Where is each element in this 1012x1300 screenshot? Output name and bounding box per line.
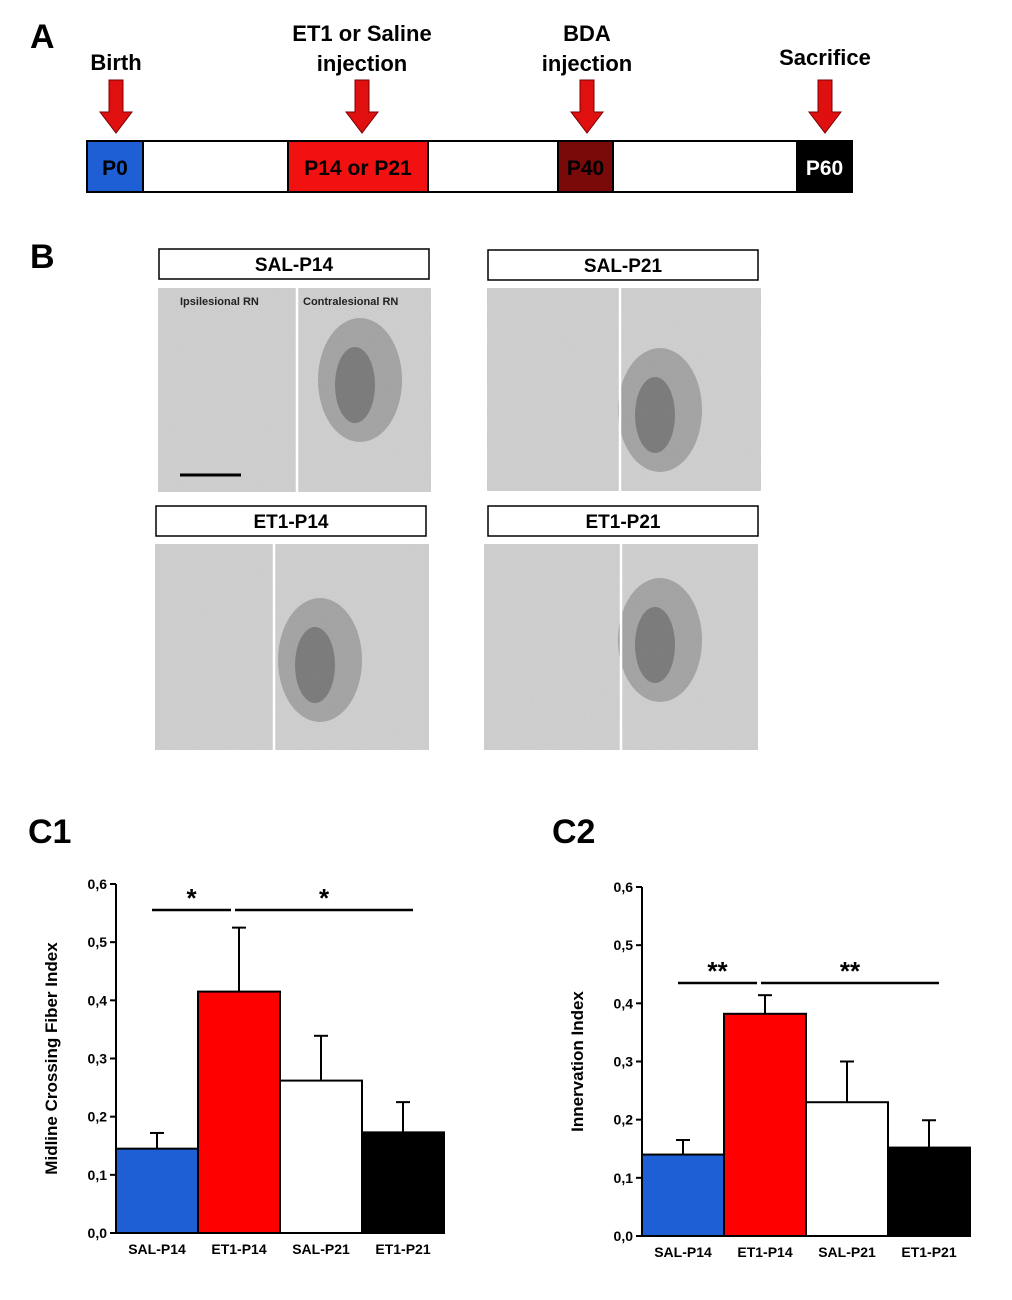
significance-marker: * bbox=[319, 883, 330, 913]
y-tick-label: 0,6 bbox=[614, 879, 634, 895]
timeline-arrow-bda bbox=[569, 79, 605, 134]
bar-SAL-P21 bbox=[279, 1079, 363, 1235]
micrograph-fiber-cluster-sal-p14 bbox=[318, 318, 402, 442]
micrograph-title-et1-p14: ET1-P14 bbox=[254, 512, 329, 533]
timeline-segment-p0 bbox=[86, 140, 144, 193]
micrograph-fiber-core-sal-p21 bbox=[635, 377, 675, 453]
micrograph-title-sal-p14: SAL-P14 bbox=[255, 255, 334, 276]
micrograph-fiber-cluster-et1-p21 bbox=[618, 578, 702, 702]
y-tick-label: 0,5 bbox=[614, 937, 634, 953]
timeline-event-label-bda: BDA bbox=[563, 21, 611, 46]
x-tick-label: ET1-P14 bbox=[211, 1241, 266, 1257]
chart-c2: 0,0 0,1 0,2 0,3 0,4 0,5 0,6 Innervation Index SA… bbox=[568, 879, 971, 1260]
bar-ET1-P14 bbox=[197, 990, 281, 1234]
timeline-arrow-sacrifice bbox=[807, 79, 843, 134]
y-tick-label: 0,4 bbox=[88, 992, 108, 1008]
y-tick-label: 0,2 bbox=[614, 1112, 634, 1128]
y-tick-label: 0,2 bbox=[88, 1109, 108, 1125]
y-axis-label: Innervation Index bbox=[568, 991, 587, 1132]
bar-SAL-P14 bbox=[115, 1147, 199, 1234]
significance-marker: * bbox=[186, 883, 197, 913]
bar-ET1-P21 bbox=[887, 1146, 971, 1237]
timeline-arrow-injection bbox=[344, 79, 380, 134]
y-tick-label: 0,1 bbox=[614, 1170, 634, 1186]
timeline-segment-p40 bbox=[557, 140, 614, 193]
timeline-event-label-sacrifice: Sacrifice bbox=[779, 45, 871, 70]
micrograph-title-box-sal-p14 bbox=[158, 248, 430, 280]
micrograph-fiber-cluster-et1-p14 bbox=[278, 598, 362, 722]
y-tick-label: 0,6 bbox=[88, 876, 108, 892]
x-tick-label: ET1-P21 bbox=[375, 1241, 430, 1257]
timeline-event-label-bda: injection bbox=[542, 51, 632, 76]
y-tick-label: 0,5 bbox=[88, 934, 108, 950]
y-tick-label: 0,0 bbox=[88, 1225, 108, 1241]
panel-letter-c1: C1 bbox=[28, 813, 71, 851]
micrograph-title-box-et1-p21 bbox=[487, 505, 759, 537]
micrograph-fiber-core-et1-p14 bbox=[295, 627, 335, 703]
bar-ET1-P21 bbox=[361, 1131, 445, 1235]
micrograph-title-sal-p21: SAL-P21 bbox=[584, 256, 663, 277]
timeline-segment-p60 bbox=[796, 140, 853, 193]
x-tick-label: SAL-P14 bbox=[128, 1241, 186, 1257]
timeline: P0 P14 or P21 P40 P60 Birth ET1 or Saline inje… bbox=[86, 21, 871, 193]
timeline-arrow-birth bbox=[98, 79, 134, 134]
timeline-segment-label-p60: P60 bbox=[806, 157, 843, 180]
micrograph-right-label: Contralesional RN bbox=[303, 296, 398, 308]
panel-letter-a: A bbox=[30, 18, 55, 56]
x-tick-label: ET1-P21 bbox=[901, 1244, 956, 1260]
micrograph-grid: SAL-P14 Ipsilesional RN Contralesional RN S… bbox=[155, 248, 761, 750]
timeline-segment-label-p14: P14 or P21 bbox=[304, 157, 412, 180]
panel-letter-c2: C2 bbox=[552, 813, 595, 851]
y-tick-label: 0,3 bbox=[88, 1051, 108, 1067]
micrograph-title-box-et1-p14 bbox=[155, 505, 427, 537]
y-tick-label: 0,1 bbox=[88, 1167, 108, 1183]
bar-SAL-P14 bbox=[641, 1153, 725, 1237]
micrograph-title-et1-p21: ET1-P21 bbox=[586, 512, 661, 533]
timeline-bar bbox=[86, 140, 853, 193]
timeline-event-label-injection: injection bbox=[317, 51, 407, 76]
bar-SAL-P21 bbox=[805, 1101, 889, 1238]
timeline-event-label-injection: ET1 or Saline bbox=[292, 21, 431, 46]
x-tick-label: SAL-P14 bbox=[654, 1244, 712, 1260]
micrograph-texture-sal-p14 bbox=[158, 288, 431, 492]
micrograph-texture-et1-p14 bbox=[155, 544, 429, 750]
y-tick-label: 0,3 bbox=[614, 1054, 634, 1070]
x-tick-label: SAL-P21 bbox=[292, 1241, 350, 1257]
micrograph-title-box-sal-p21 bbox=[487, 249, 759, 281]
micrograph-fiber-cluster-sal-p21 bbox=[618, 348, 702, 472]
timeline-event-label-birth: Birth bbox=[90, 50, 141, 75]
timeline-segment-p14 bbox=[287, 140, 429, 193]
micrograph-fiber-core-sal-p14 bbox=[335, 347, 375, 423]
significance-marker: ** bbox=[840, 956, 861, 986]
x-tick-label: SAL-P21 bbox=[818, 1244, 876, 1260]
chart-c1: 0,0 0,1 0,2 0,3 0,4 0,5 0,6 Midline Crossing Fi… bbox=[42, 876, 445, 1257]
micrograph-left-label: Ipsilesional RN bbox=[180, 296, 259, 308]
significance-marker: ** bbox=[707, 956, 728, 986]
bar-ET1-P14 bbox=[723, 1012, 807, 1238]
micrograph-fiber-core-et1-p21 bbox=[635, 607, 675, 683]
x-tick-label: ET1-P14 bbox=[737, 1244, 792, 1260]
y-axis-label: Midline Crossing Fiber Index bbox=[42, 942, 61, 1175]
y-tick-label: 0,0 bbox=[614, 1228, 634, 1244]
panel-letter-b: B bbox=[30, 238, 55, 276]
y-tick-label: 0,4 bbox=[614, 995, 634, 1011]
timeline-segment-label-p40: P40 bbox=[567, 157, 604, 180]
timeline-segment-label-p0: P0 bbox=[102, 157, 128, 180]
micrograph-texture-sal-p21 bbox=[487, 288, 761, 491]
